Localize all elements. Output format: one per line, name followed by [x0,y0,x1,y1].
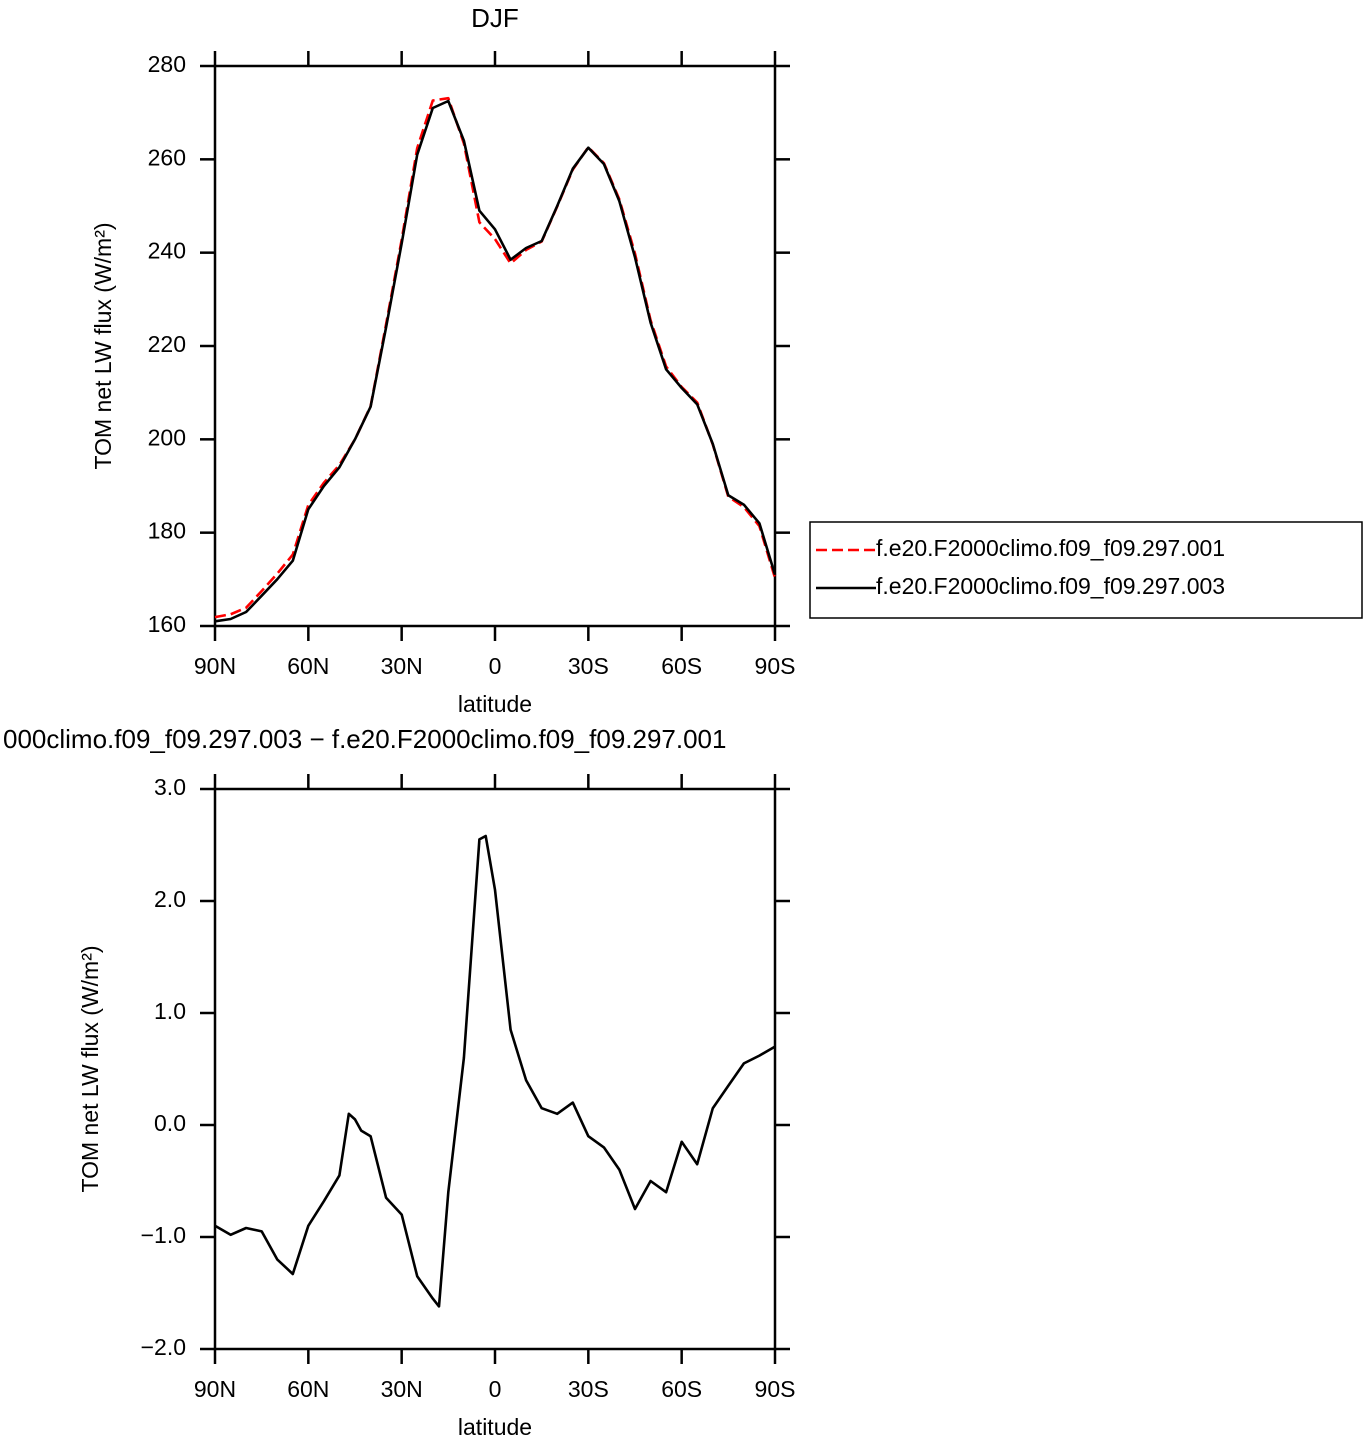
y-tick-label: 0.0 [154,1110,186,1136]
x-tick-label: 90S [755,653,796,679]
y-tick-label: 180 [148,518,186,544]
x-tick-label: 60N [287,653,329,679]
legend-label: f.e20.F2000climo.f09_f09.297.003 [876,573,1225,599]
y-tick-label: 3.0 [154,774,186,800]
legend-box [809,521,1363,619]
y-tick-label: 260 [148,144,186,170]
y-tick-label: −2.0 [141,1334,186,1360]
x-tick-label: 90S [755,1376,796,1402]
x-tick-label: 0 [489,653,502,679]
x-axis-label: latitude [458,1414,532,1440]
data-line [214,834,776,1308]
plot-frame [213,787,777,1351]
x-tick-label: 60S [661,653,702,679]
y-tick-label: 2.0 [154,886,186,912]
y-tick-label: −1.0 [141,1222,186,1248]
x-tick-label: 30S [568,653,609,679]
legend: f.e20.F2000climo.f09_f09.297.001 f.e20.F2… [809,521,1363,619]
x-tick-label: 90N [194,653,236,679]
plot-frame [213,64,777,628]
y-tick-label: 1.0 [154,998,186,1024]
y-axis-label: TOM net LW flux (W/m²) [77,945,103,1192]
x-tick-label: 30N [381,653,423,679]
y-tick-label: 200 [148,424,186,450]
y-tick-label: 280 [148,51,186,77]
x-tick-label: 30N [381,1376,423,1402]
x-tick-label: 60N [287,1376,329,1402]
x-tick-label: 60S [661,1376,702,1402]
x-tick-label: 90N [194,1376,236,1402]
x-axis-label: latitude [458,691,532,717]
y-axis-label: TOM net LW flux (W/m²) [90,222,116,469]
legend-label: f.e20.F2000climo.f09_f09.297.001 [876,535,1225,561]
y-tick-label: 160 [148,611,186,637]
y-tick-label: 220 [148,331,186,357]
chart-title: DJF [471,3,519,33]
y-tick-label: 240 [148,238,186,264]
x-tick-label: 30S [568,1376,609,1402]
x-tick-label: 0 [489,1376,502,1402]
chart-title: 000climo.f09_f09.297.003 − f.e20.F2000cl… [3,724,726,754]
data-line [214,99,777,623]
